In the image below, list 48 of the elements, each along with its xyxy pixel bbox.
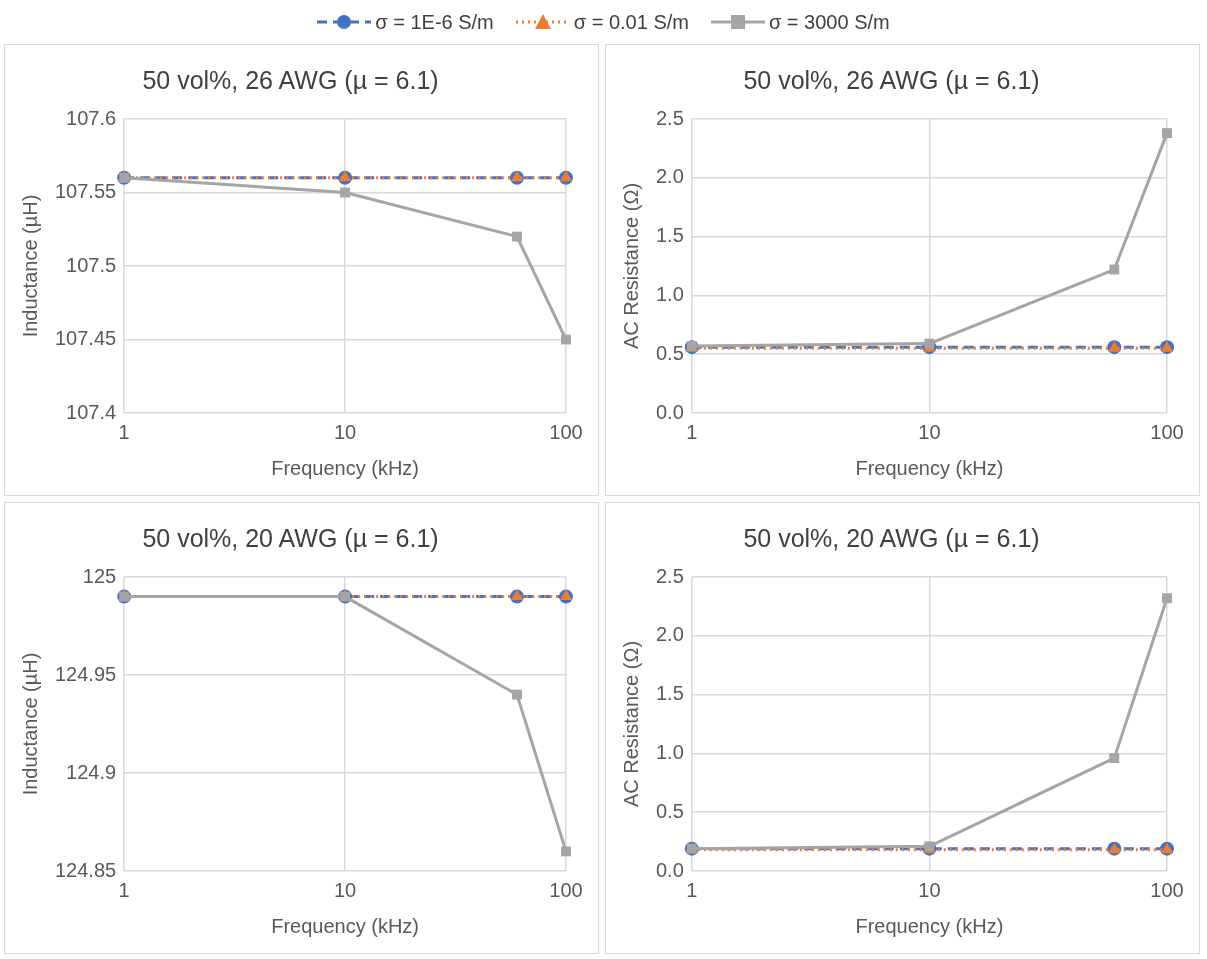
legend-label: σ = 0.01 S/m [573, 10, 689, 34]
y-tick-label: 124.95 [55, 662, 117, 685]
x-tick-label: 1 [118, 878, 130, 901]
y-tick-label: 1.5 [655, 224, 684, 247]
y-tick-label: 0.5 [655, 799, 684, 822]
y-tick-label: 107.4 [66, 400, 117, 423]
x-axis-title: Frequency (kHz) [855, 456, 1004, 479]
x-tick-label: 100 [1150, 420, 1184, 443]
y-tick-label: 124.9 [66, 760, 117, 783]
y-axis-title: AC Resistance (Ω) [619, 182, 642, 350]
y-tick-label: 107.5 [66, 253, 117, 276]
y-tick-label: 0.0 [655, 400, 684, 423]
y-axis-title: Inductance (µH) [18, 652, 41, 796]
y-tick-label: 124.85 [55, 858, 117, 881]
x-tick-label: 10 [918, 420, 941, 443]
x-tick-label: 10 [333, 420, 357, 443]
x-tick-label: 100 [1150, 878, 1184, 901]
x-tick-label: 10 [333, 878, 357, 901]
y-tick-label: 1.5 [655, 682, 684, 705]
y-axis-title: Inductance (µH) [18, 194, 41, 338]
x-tick-label: 1 [686, 878, 698, 901]
x-tick-label: 100 [549, 878, 583, 901]
y-tick-label: 2.0 [655, 623, 684, 646]
chart-title: 50 vol%, 26 AWG (µ = 6.1) [743, 65, 1040, 94]
y-axis-title: AC Resistance (Ω) [619, 640, 642, 808]
y-tick-label: 1.0 [655, 282, 684, 305]
x-tick-label: 100 [549, 420, 583, 443]
chart-title: 50 vol%, 26 AWG (µ = 6.1) [142, 65, 439, 94]
legend-label: σ = 1E-6 S/m [375, 10, 494, 34]
y-tick-label: 1.0 [655, 740, 684, 763]
x-tick-label: 1 [118, 420, 130, 443]
x-axis-title: Frequency (kHz) [855, 914, 1004, 937]
legend-label: σ = 3000 S/m [768, 10, 890, 34]
y-tick-label: 2.5 [655, 564, 684, 587]
chart-title: 50 vol%, 20 AWG (µ = 6.1) [743, 523, 1040, 552]
chart-title: 50 vol%, 20 AWG (µ = 6.1) [142, 523, 439, 552]
y-tick-label: 107.55 [55, 180, 117, 203]
y-tick-label: 125 [82, 564, 117, 587]
y-tick-label: 0.5 [655, 341, 684, 364]
y-tick-label: 2.5 [655, 106, 684, 129]
y-tick-label: 2.0 [655, 165, 684, 188]
x-axis-title: Frequency (kHz) [271, 456, 419, 479]
x-tick-label: 10 [918, 878, 941, 901]
x-tick-label: 1 [686, 420, 698, 443]
y-tick-label: 107.45 [55, 327, 117, 350]
y-tick-label: 0.0 [655, 858, 684, 881]
y-tick-label: 107.6 [66, 106, 117, 129]
x-axis-title: Frequency (kHz) [271, 914, 419, 937]
